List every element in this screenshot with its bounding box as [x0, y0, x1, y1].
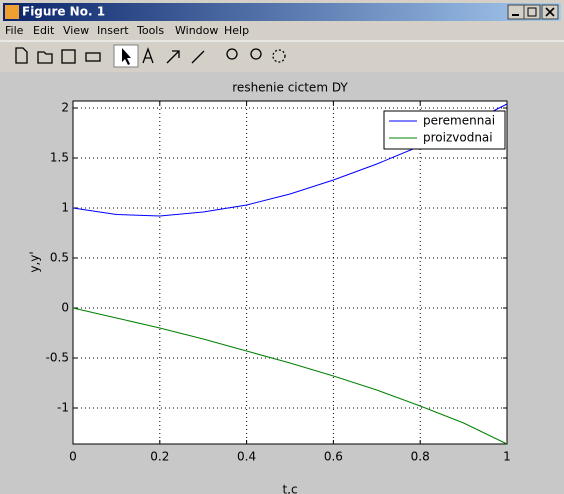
zoom-in-button[interactable] — [226, 48, 238, 60]
menu-item[interactable]: Window — [175, 24, 218, 37]
x-tick-label: 0.2 — [150, 450, 169, 464]
x-tick-label: 0.6 — [324, 450, 343, 464]
x-tick-label: 0 — [69, 450, 77, 464]
legend-label: peremennai — [423, 114, 495, 128]
y-tick-label: 1.5 — [50, 151, 69, 165]
chart-title: reshenie cictem DY — [232, 81, 348, 95]
menu-item[interactable]: Insert — [97, 24, 129, 37]
x-tick-label: 0.4 — [237, 450, 256, 464]
window-title: Figure No. 1 — [22, 5, 105, 19]
x-tick-label: 1 — [503, 450, 511, 464]
y-tick-label: -1 — [57, 401, 69, 415]
window-icon — [5, 5, 19, 19]
arrow-tool-button[interactable] — [166, 50, 180, 64]
toolbar — [15, 44, 286, 68]
window-controls — [507, 4, 559, 20]
legend-label: proizvodnai — [423, 131, 493, 145]
y-tick-label: 0 — [61, 301, 69, 315]
rotate-button[interactable] — [272, 49, 286, 63]
menu-bar: File Edit View Insert Tools Window Help — [5, 24, 249, 37]
y-tick-label: -0.5 — [46, 351, 69, 365]
arrow-icon — [122, 48, 131, 65]
zoom-out-button[interactable] — [250, 48, 262, 60]
data-line — [72, 307, 508, 445]
y-tick-label: 0.5 — [50, 251, 69, 265]
print-button[interactable] — [85, 52, 101, 62]
line-tool-button[interactable] — [191, 50, 205, 64]
maximize-button[interactable] — [523, 4, 541, 20]
new-button[interactable] — [15, 47, 28, 64]
maximize-icon — [527, 7, 537, 17]
y-axis-label: y,y' — [28, 251, 42, 272]
menu-item[interactable]: Tools — [136, 24, 164, 37]
x-axis-label: t,c — [282, 483, 297, 494]
menu-item[interactable]: Help — [224, 24, 249, 37]
menu-item[interactable]: View — [63, 24, 89, 37]
menu-item[interactable]: File — [5, 24, 24, 37]
save-button[interactable] — [61, 49, 76, 64]
y-tick-label: 2 — [61, 101, 69, 115]
plot-area — [72, 100, 508, 445]
title-bar — [3, 3, 561, 21]
legend-box — [383, 110, 506, 150]
y-tick-label: 1 — [61, 201, 69, 215]
close-icon — [545, 7, 555, 17]
text-tool-button[interactable] — [142, 47, 154, 64]
x-tick-label: 0.8 — [411, 450, 430, 464]
open-button[interactable] — [37, 51, 53, 64]
menu-item[interactable]: Edit — [33, 24, 55, 37]
plot: -1 -0.5 0 0.5 1 1.5 2 0 0.2 0.4 0.6 0.8 1 peremennai p… — [46, 101, 511, 464]
minimize-button[interactable] — [507, 4, 525, 20]
